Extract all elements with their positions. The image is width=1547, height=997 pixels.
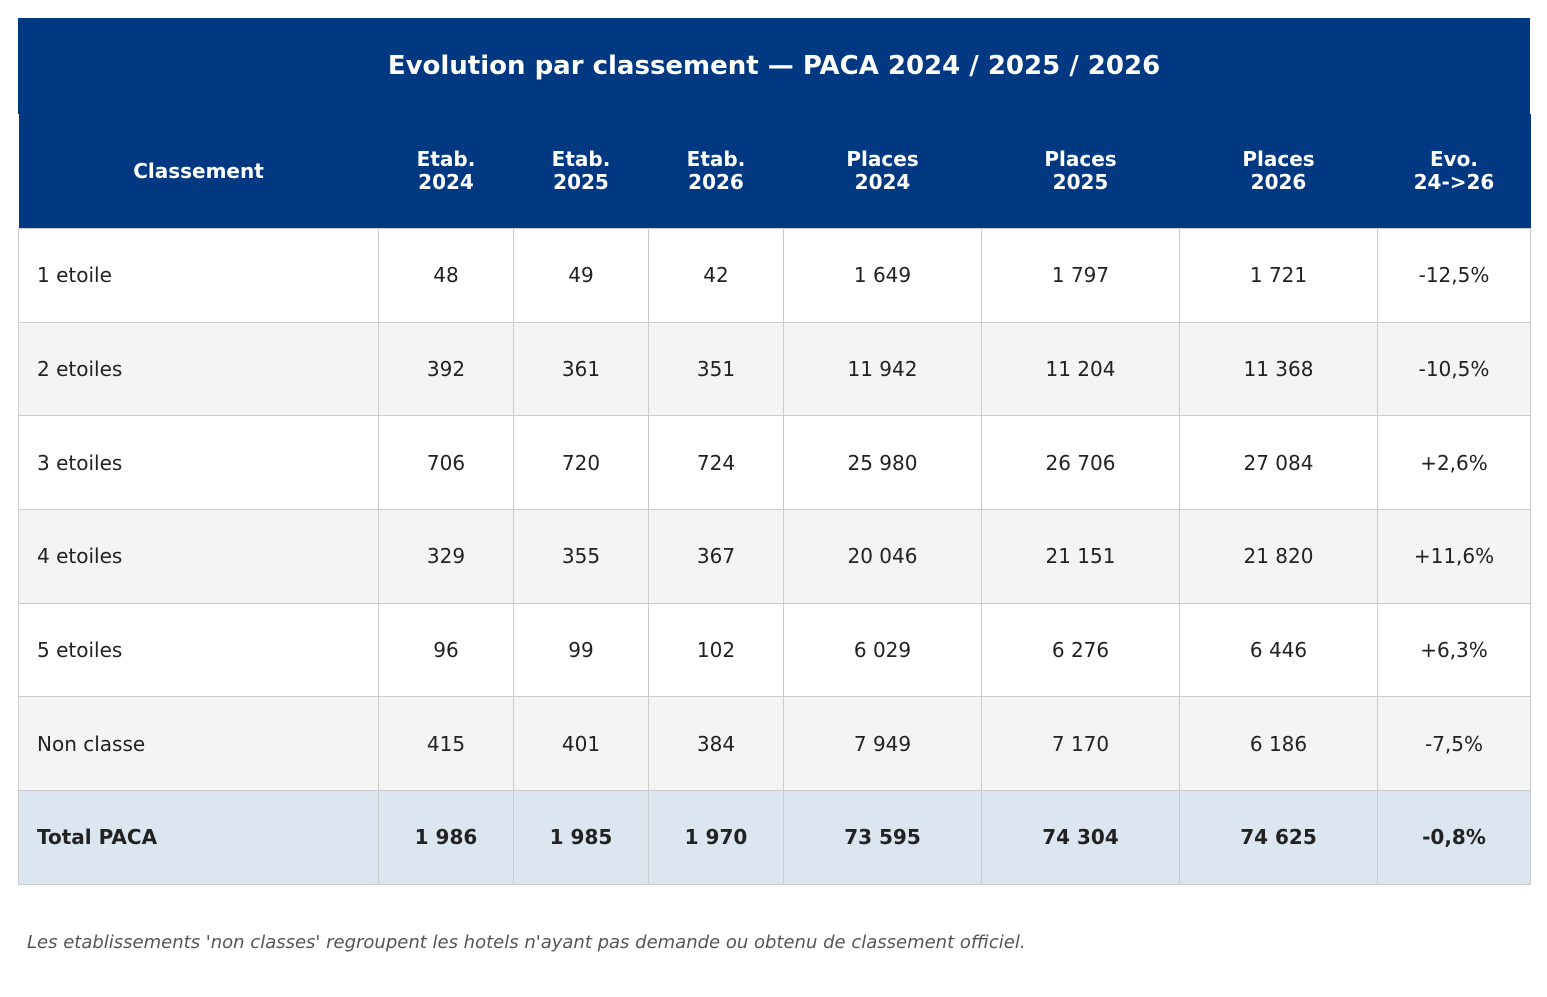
table-cell: 720 — [513, 415, 649, 511]
table-cell: 1 721 — [1179, 228, 1378, 323]
header-cell: Places 2025 — [981, 114, 1180, 229]
table-cell: 27 084 — [1179, 415, 1378, 511]
table-cell: -0,8% — [1377, 790, 1531, 885]
header-cell: Etab. 2024 — [378, 114, 514, 229]
table-cell: 361 — [513, 321, 649, 417]
header-cell: Places 2024 — [783, 114, 982, 229]
total-row: Total PACA 1 986 1 985 1 970 73 595 74 304 74 … — [18, 790, 1531, 885]
table-cell: 367 — [648, 509, 784, 604]
table-cell: 102 — [648, 602, 784, 698]
table-cell: 1 985 — [513, 790, 649, 885]
header-cell: Places 2026 — [1179, 114, 1378, 229]
table: Classement Etab. 2024 Etab. 2025 Etab. 2026… — [18, 114, 1531, 885]
table-cell: 74 625 — [1179, 790, 1378, 885]
table-cell: 706 — [378, 415, 514, 511]
header-cell: Classement — [18, 114, 379, 229]
table-cell: Total PACA — [18, 790, 379, 885]
table-cell: 21 820 — [1179, 509, 1378, 604]
table-cell: 73 595 — [783, 790, 982, 885]
table-cell: +11,6% — [1377, 509, 1531, 604]
table-row: Non classe 415 401 384 7 949 7 170 6 186 -7,5% — [18, 696, 1531, 792]
table-row: 1 etoile 48 49 42 1 649 1 797 1 721 -12,5% — [18, 228, 1531, 323]
table-cell: 355 — [513, 509, 649, 604]
table-cell: 4 etoiles — [18, 509, 379, 604]
table-cell: 6 276 — [981, 602, 1180, 698]
table-cell: 96 — [378, 602, 514, 698]
table-cell: 99 — [513, 602, 649, 698]
table-cell: 724 — [648, 415, 784, 511]
table-cell: 6 186 — [1179, 696, 1378, 792]
table-cell: 6 446 — [1179, 602, 1378, 698]
table-cell: 3 etoiles — [18, 415, 379, 511]
table-cell: 49 — [513, 228, 649, 323]
table-cell: 42 — [648, 228, 784, 323]
table-row: 3 etoiles 706 720 724 25 980 26 706 27 084 +2,6… — [18, 415, 1531, 511]
header-cell: Etab. 2026 — [648, 114, 784, 229]
table-card: Evolution par classement — PACA 2024 / 2… — [18, 18, 1531, 885]
table-cell: 415 — [378, 696, 514, 792]
table-cell: 25 980 — [783, 415, 982, 511]
table-row: 4 etoiles 329 355 367 20 046 21 151 21 820 +11,… — [18, 509, 1531, 604]
table-row: 2 etoiles 392 361 351 11 942 11 204 11 368 -10,… — [18, 321, 1531, 417]
table-cell: 1 etoile — [18, 228, 379, 323]
table-cell: 6 029 — [783, 602, 982, 698]
table-cell: 74 304 — [981, 790, 1180, 885]
table-cell: 48 — [378, 228, 514, 323]
table-cell: 401 — [513, 696, 649, 792]
table-cell: 7 170 — [981, 696, 1180, 792]
header-cell: Evo. 24->26 — [1377, 114, 1531, 229]
table-cell: 20 046 — [783, 509, 982, 604]
table-cell: 1 649 — [783, 228, 982, 323]
table-cell: -7,5% — [1377, 696, 1531, 792]
table-cell: Non classe — [18, 696, 379, 792]
table-cell: 2 etoiles — [18, 321, 379, 417]
table-row: 5 etoiles 96 99 102 6 029 6 276 6 446 +6,3% — [18, 602, 1531, 698]
table-cell: 21 151 — [981, 509, 1180, 604]
table-cell: 11 368 — [1179, 321, 1378, 417]
header-row: Classement Etab. 2024 Etab. 2025 Etab. 2026… — [18, 114, 1531, 229]
footnote: Les etablissements 'non classes' regroup… — [27, 932, 1026, 953]
table-cell: +6,3% — [1377, 602, 1531, 698]
table-cell: 5 etoiles — [18, 602, 379, 698]
table-cell: -10,5% — [1377, 321, 1531, 417]
table-cell: 329 — [378, 509, 514, 604]
table-cell: 351 — [648, 321, 784, 417]
table-cell: +2,6% — [1377, 415, 1531, 511]
table-cell: 384 — [648, 696, 784, 792]
table-cell: 1 986 — [378, 790, 514, 885]
table-cell: 1 797 — [981, 228, 1180, 323]
table-cell: 26 706 — [981, 415, 1180, 511]
table-cell: 7 949 — [783, 696, 982, 792]
table-body: 1 etoile 48 49 42 1 649 1 797 1 721 -12,5% 2 eto… — [18, 228, 1531, 885]
table-cell: 1 970 — [648, 790, 784, 885]
table-cell: 11 204 — [981, 321, 1180, 417]
table-title: Evolution par classement — PACA 2024 / 2… — [18, 18, 1530, 114]
table-cell: -12,5% — [1377, 228, 1531, 323]
header-cell: Etab. 2025 — [513, 114, 649, 229]
table-cell: 392 — [378, 321, 514, 417]
table-cell: 11 942 — [783, 321, 982, 417]
